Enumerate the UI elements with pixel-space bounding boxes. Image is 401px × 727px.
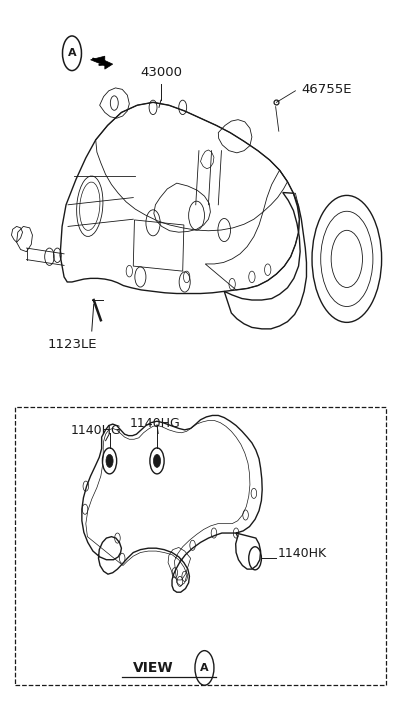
Text: 1140HG: 1140HG [70, 424, 121, 437]
Circle shape [106, 454, 113, 467]
Text: 1140HK: 1140HK [277, 547, 327, 560]
Bar [15, 407, 386, 685]
Text: 1123LE: 1123LE [47, 338, 97, 351]
Text: 43000: 43000 [140, 65, 182, 79]
Text: A: A [68, 48, 76, 58]
Text: VIEW: VIEW [133, 661, 173, 675]
Text: 1140HG: 1140HG [130, 417, 180, 430]
Text: A: A [200, 663, 209, 673]
Polygon shape [91, 56, 113, 69]
Text: 46755E: 46755E [301, 83, 352, 96]
Circle shape [154, 454, 160, 467]
